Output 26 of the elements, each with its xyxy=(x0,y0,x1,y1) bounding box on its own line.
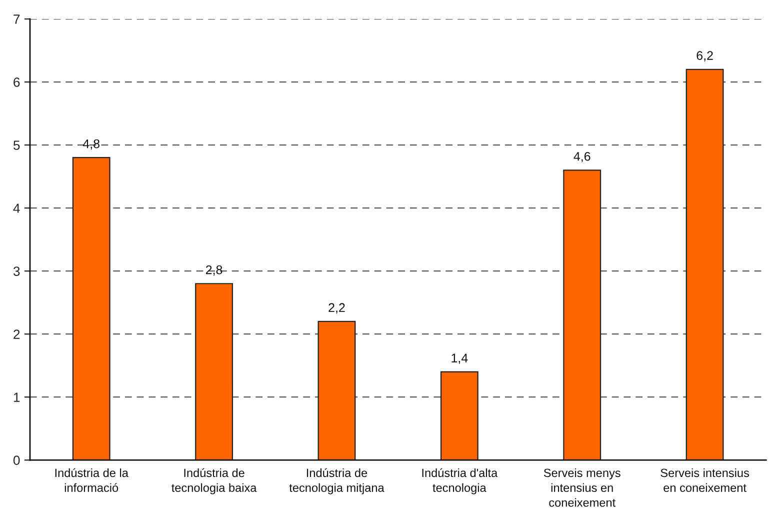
y-tick-label: 3 xyxy=(13,266,20,276)
y-tick-label: 7 xyxy=(14,14,20,24)
data-label: 1,4 xyxy=(452,354,468,364)
x-tick-label: Serveis intensius en coneixement xyxy=(660,468,749,492)
x-tick-label: Serveis menys intensius en coneixement xyxy=(544,468,620,507)
x-tick-label: Indústria de tecnologia baixa xyxy=(172,468,257,494)
bar xyxy=(72,157,110,460)
data-label: 2,8 xyxy=(206,265,222,276)
y-tick-label: 6 xyxy=(14,78,20,87)
bar xyxy=(440,371,478,460)
data-label: 2,2 xyxy=(328,303,345,314)
data-label: 6,2 xyxy=(696,51,713,62)
y-tick-label: 4 xyxy=(13,204,20,213)
bar xyxy=(318,320,356,460)
y-tick-label: 2 xyxy=(14,330,20,339)
y-tick-label: 1 xyxy=(14,392,20,402)
data-label: 4,8 xyxy=(82,139,100,150)
y-tick-label: 0 xyxy=(13,456,20,465)
bar xyxy=(563,170,602,460)
x-tick-label: Indústria de la informació xyxy=(55,468,128,492)
x-tick-label: Indústria d'alta tecnologia xyxy=(422,468,498,494)
data-label: 4,6 xyxy=(574,152,590,162)
x-tick-label: Indústria de tecnologia mitjana xyxy=(289,468,384,494)
bar xyxy=(686,68,724,460)
y-tick-label: 5 xyxy=(13,140,20,150)
bar xyxy=(195,283,233,460)
